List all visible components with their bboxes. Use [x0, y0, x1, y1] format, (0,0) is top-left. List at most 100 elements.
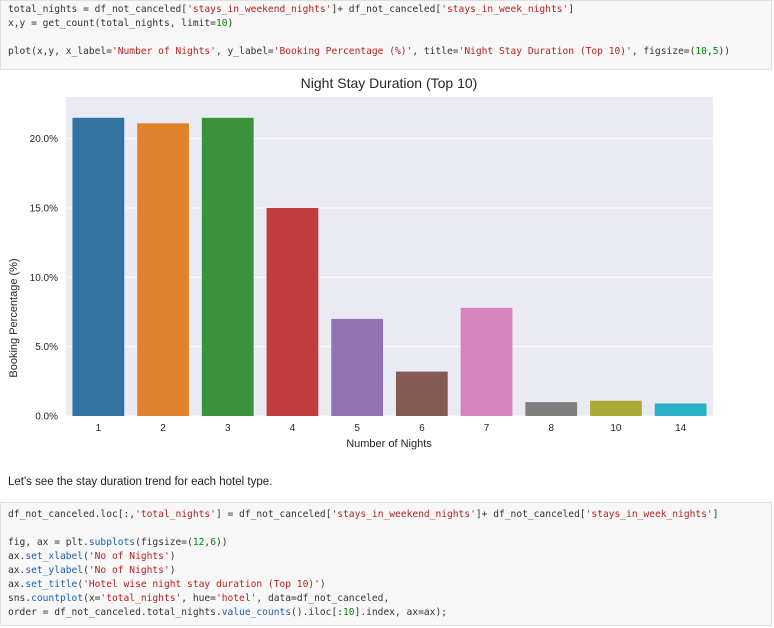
code-line: plot(x,y, x_label='Number of Nights', y_…: [8, 45, 771, 59]
code-token: 'No of Nights': [88, 551, 170, 562]
code-token: 'Hotel wise night stay duration (Top 10)…: [83, 579, 320, 590]
bar-14: [654, 403, 707, 416]
bar-5: [331, 318, 384, 416]
x-tick-label: 2: [160, 423, 166, 434]
bar-1: [72, 117, 125, 416]
code-token: ,: [204, 537, 211, 548]
code-token: set_title: [25, 579, 78, 590]
code-token: ]: [712, 509, 719, 520]
code-line: [8, 522, 771, 536]
x-tick-label: 10: [610, 423, 622, 434]
code-token: set_ylabel: [25, 565, 84, 576]
code-token: , data=df_not_canceled,: [256, 593, 390, 604]
code-token: (x=: [83, 593, 101, 604]
x-tick-label: 14: [675, 423, 687, 434]
code-token: countplot: [31, 593, 84, 604]
code-line: ax.set_ylabel('No of Nights'): [8, 564, 771, 578]
code-line: [8, 31, 771, 45]
y-tick-labels: 0.0% 5.0% 10.0% 15.0% 20.0%: [30, 134, 58, 422]
code-token: 'total_nights': [135, 509, 216, 520]
code-token: total_nights = df_not_canceled[: [8, 4, 188, 15]
code-token: ): [169, 551, 176, 562]
code-token: )): [718, 46, 731, 57]
code-token: set_xlabel: [25, 551, 84, 562]
code-token: 'stays_in_weekend_nights': [331, 509, 476, 520]
x-tick-labels: 1 2 3 4 5 6 7 8 10 14: [96, 423, 687, 434]
x-tick-label: 1: [96, 423, 102, 434]
code-token: plot(x,y, x_label=: [8, 46, 112, 57]
code-token: 'stays_in_week_nights': [585, 509, 713, 520]
code-token: ]+ df_not_canceled[: [475, 509, 586, 520]
code-token: 'Number of Nights': [111, 46, 216, 57]
code-token: ax.: [8, 565, 26, 576]
code-token: ]+ df_not_canceled[: [331, 4, 442, 15]
code-token: (: [77, 579, 84, 590]
code-token: ].index, ax=ax);: [354, 607, 447, 618]
code-token: 6: [210, 537, 216, 548]
code-token: , figsize=(: [631, 46, 696, 57]
code-token: 'Booking Percentage (%)': [273, 46, 413, 57]
x-axis-label: Number of Nights: [346, 438, 432, 450]
y-tick-label: 0.0%: [35, 412, 58, 423]
code-token: )): [215, 537, 228, 548]
y-tick-label: 5.0%: [35, 342, 58, 353]
x-tick-label: 7: [484, 423, 490, 434]
bar-6: [395, 371, 448, 416]
code-token: df_not_canceled.loc[:,: [8, 509, 136, 520]
bar-8: [525, 402, 578, 416]
code-line: order = df_not_canceled.total_nights.val…: [8, 606, 771, 620]
code-token: fig, ax = plt.: [8, 537, 89, 548]
code-token: ]: [568, 4, 575, 15]
code-line: sns.countplot(x='total_nights', hue='hot…: [8, 592, 771, 606]
code-token: subplots: [88, 537, 136, 548]
y-axis-label: Booking Percentage (%): [8, 258, 20, 377]
code-cell-2[interactable]: df_not_canceled.loc[:,'total_nights'] = …: [0, 502, 772, 626]
code-token: 10: [343, 607, 355, 618]
bar-3: [201, 117, 254, 416]
code-token: 12: [192, 537, 205, 548]
code-token: ] = df_not_canceled[: [215, 509, 332, 520]
code-token: 'stays_in_weekend_nights': [187, 4, 332, 15]
y-tick-label: 20.0%: [30, 134, 58, 145]
code-token: x,y = get_count(total_nights, limit=: [8, 18, 216, 29]
y-tick-label: 15.0%: [30, 203, 58, 214]
code-token: , y_label=: [215, 46, 274, 57]
chart-title: Night Stay Duration (Top 10): [301, 75, 478, 91]
code-token: , title=: [412, 46, 459, 57]
code-line: total_nights = df_not_canceled['stays_in…: [8, 3, 771, 17]
code-line: df_not_canceled.loc[:,'total_nights'] = …: [8, 508, 771, 522]
code-token: ax.: [8, 579, 26, 590]
code-line: ax.set_title('Hotel wise night stay dura…: [8, 578, 771, 592]
code-token: 10: [695, 46, 707, 57]
code-token: (: [83, 551, 89, 562]
markdown-text: Let's see the stay duration trend for ea…: [8, 476, 273, 488]
code-line: x,y = get_count(total_nights, limit=10): [8, 17, 771, 31]
code-token: ax.: [8, 551, 26, 562]
code-token: 5: [712, 46, 719, 57]
bar-chart: 0.0% 5.0% 10.0% 15.0% 20.0% 1 2 3 4 5 6 7 8 10 14 Nig…: [8, 75, 713, 450]
code-token: sns.: [8, 593, 32, 604]
code-token: ): [319, 579, 326, 590]
code-token: value_counts: [221, 607, 292, 618]
code-token: order = df_not_canceled.total_nights.: [8, 607, 222, 618]
code-token: 'hotel': [215, 593, 257, 604]
code-token: (: [83, 565, 89, 576]
x-tick-label: 6: [419, 423, 425, 434]
code-token: , hue=: [181, 593, 216, 604]
code-line: ax.set_xlabel('No of Nights'): [8, 550, 771, 564]
code-token: 'No of Nights': [88, 565, 170, 576]
code-token: 10: [215, 18, 228, 29]
code-token: ): [169, 565, 176, 576]
bars: [72, 117, 707, 416]
code-token: (figsize=(: [135, 537, 193, 548]
code-token: 'Night Stay Duration (Top 10)': [458, 46, 632, 57]
x-tick-label: 3: [225, 423, 231, 434]
code-cell-1[interactable]: total_nights = df_not_canceled['stays_in…: [0, 0, 772, 70]
y-tick-label: 10.0%: [30, 273, 58, 284]
x-tick-label: 4: [290, 423, 296, 434]
bar-2: [137, 123, 189, 416]
bar-10: [590, 400, 642, 416]
bar-4: [266, 207, 319, 416]
code-token: 'stays_in_week_nights': [441, 4, 569, 15]
bar-7: [460, 307, 513, 416]
